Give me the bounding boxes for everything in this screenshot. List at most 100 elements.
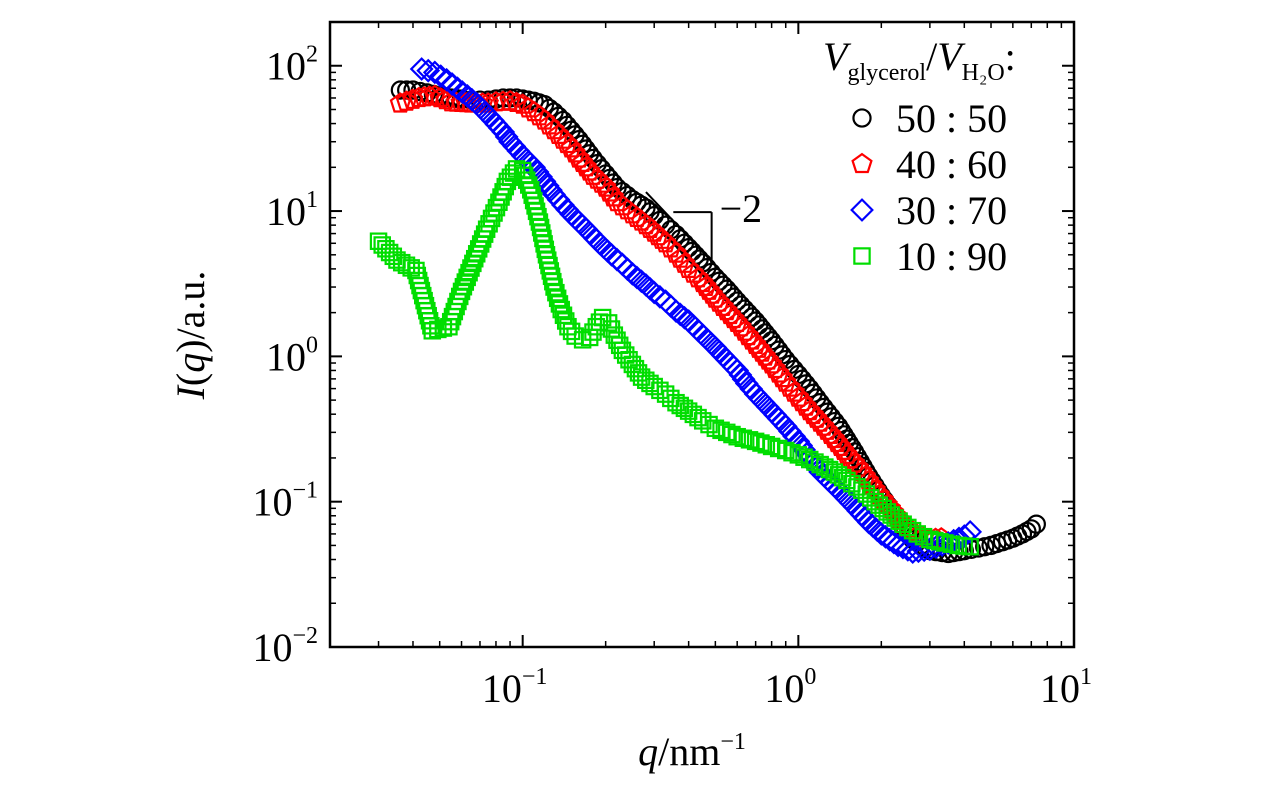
data-point-square: [454, 277, 473, 296]
legend-label: 10 : 90: [896, 234, 1007, 279]
data-point-pentagon: [568, 147, 590, 168]
legend-title-sub1: glycerol: [847, 60, 926, 86]
data-point-pentagon: [575, 156, 597, 177]
x-tick-label: 100: [764, 664, 816, 711]
data-point-pentagon: [754, 345, 776, 366]
data-point-square: [679, 402, 698, 420]
y-tick-label-base: 10: [266, 44, 306, 89]
x-tick-label-exp: 0: [804, 664, 816, 690]
axis-titles: q/nm−1 I(q)/a.u.: [168, 271, 746, 774]
data-point-square: [620, 350, 638, 369]
data-point-pentagon: [571, 151, 594, 172]
data-point-pentagon: [564, 142, 586, 163]
data-point-square: [452, 282, 471, 301]
data-point-square: [903, 521, 922, 540]
legend-title-v2: V: [937, 34, 966, 79]
data-point-pentagon: [701, 283, 723, 304]
data-point-square: [423, 322, 442, 340]
data-point-square: [700, 415, 718, 434]
legend-marker-circle: [852, 108, 872, 128]
y-tick-label-exp: 1: [306, 187, 318, 213]
data-point-square: [584, 323, 602, 341]
data-point-diamond: [849, 502, 874, 527]
data-point-pentagon: [723, 307, 745, 329]
legend-title-sub2: H₂O: [962, 60, 1005, 86]
series-layer: [369, 57, 1046, 564]
y-tick-label: 10−1: [252, 478, 318, 525]
y-tick-label-exp: 2: [306, 42, 318, 68]
y-axis-title-paren-open: (: [168, 373, 213, 386]
data-point-pentagon: [730, 316, 752, 337]
data-point-square: [610, 336, 629, 355]
data-point-pentagon: [764, 357, 786, 379]
legend-title-sep: /: [926, 34, 938, 79]
data-point-diamond: [721, 354, 746, 379]
y-tick-label-exp: −2: [292, 623, 318, 649]
data-point-diamond: [930, 533, 955, 557]
y-axis-title-paren-close: ): [168, 339, 213, 352]
x-tick-label-exp: −1: [522, 664, 548, 690]
data-point-square: [789, 446, 808, 464]
data-point-pentagon: [485, 91, 507, 112]
data-point-diamond: [422, 60, 447, 85]
data-point-square: [548, 289, 567, 308]
data-point-square: [552, 300, 570, 319]
slope-label: −2: [720, 186, 763, 231]
data-point-square: [456, 273, 475, 291]
data-point-square: [899, 518, 917, 537]
slope-line: [645, 191, 738, 290]
y-tick-label-base: 10: [252, 625, 292, 670]
data-point-pentagon: [654, 232, 677, 253]
data-point-square: [718, 423, 736, 442]
data-point-square: [550, 295, 569, 313]
data-point-pentagon: [791, 390, 813, 412]
x-tick-label-base: 10: [764, 666, 804, 711]
y-tick-label-exp: −1: [292, 478, 318, 504]
data-point-circle: [1026, 514, 1046, 534]
data-point-square: [460, 263, 478, 282]
data-point-diamond: [409, 57, 434, 81]
data-point-square: [734, 429, 753, 448]
data-point-pentagon: [768, 362, 790, 383]
y-tick-label: 101: [266, 187, 318, 234]
data-point-pentagon: [809, 411, 831, 432]
data-point-pentagon: [733, 320, 756, 341]
y-tick-label-base: 10: [266, 189, 306, 234]
x-axis-ticks: 10−1 100 101: [377, 22, 1092, 711]
data-point-diamond: [416, 58, 441, 83]
data-point-square: [752, 434, 770, 452]
legend-marker-diamond: [850, 198, 874, 222]
legend-title-v1: V: [823, 34, 852, 79]
data-point-circle: [1021, 519, 1041, 539]
data-point-square: [843, 474, 861, 493]
data-point-square: [740, 431, 759, 449]
data-point-square: [723, 425, 741, 444]
data-point-diamond: [958, 519, 983, 544]
data-point-pentagon: [886, 505, 908, 526]
legend-label: 40 : 60: [896, 142, 1007, 187]
data-point-pentagon: [829, 435, 852, 456]
data-point-square: [545, 278, 563, 296]
data-point-circle: [390, 80, 411, 100]
data-point-square: [838, 471, 856, 490]
series-square: [369, 160, 979, 556]
data-point-square: [544, 272, 562, 291]
y-tick-label-exp: 0: [306, 332, 318, 358]
data-point-pentagon: [560, 137, 582, 158]
x-axis-title-unit: /nm: [658, 729, 720, 774]
slope-annotation: −2: [645, 186, 763, 290]
data-point-pentagon: [771, 366, 793, 388]
y-tick-label: 10−2: [252, 623, 318, 670]
x-tick-label-exp: 1: [1080, 664, 1092, 690]
data-point-square: [556, 312, 575, 330]
x-axis-title: q/nm−1: [638, 729, 746, 774]
data-point-square: [833, 468, 852, 487]
data-point-pentagon: [757, 349, 780, 370]
data-point-square: [961, 537, 979, 556]
legend-title-colon: :: [1005, 34, 1016, 79]
data-point-pentagon: [598, 181, 621, 202]
data-point-diamond: [718, 351, 743, 376]
